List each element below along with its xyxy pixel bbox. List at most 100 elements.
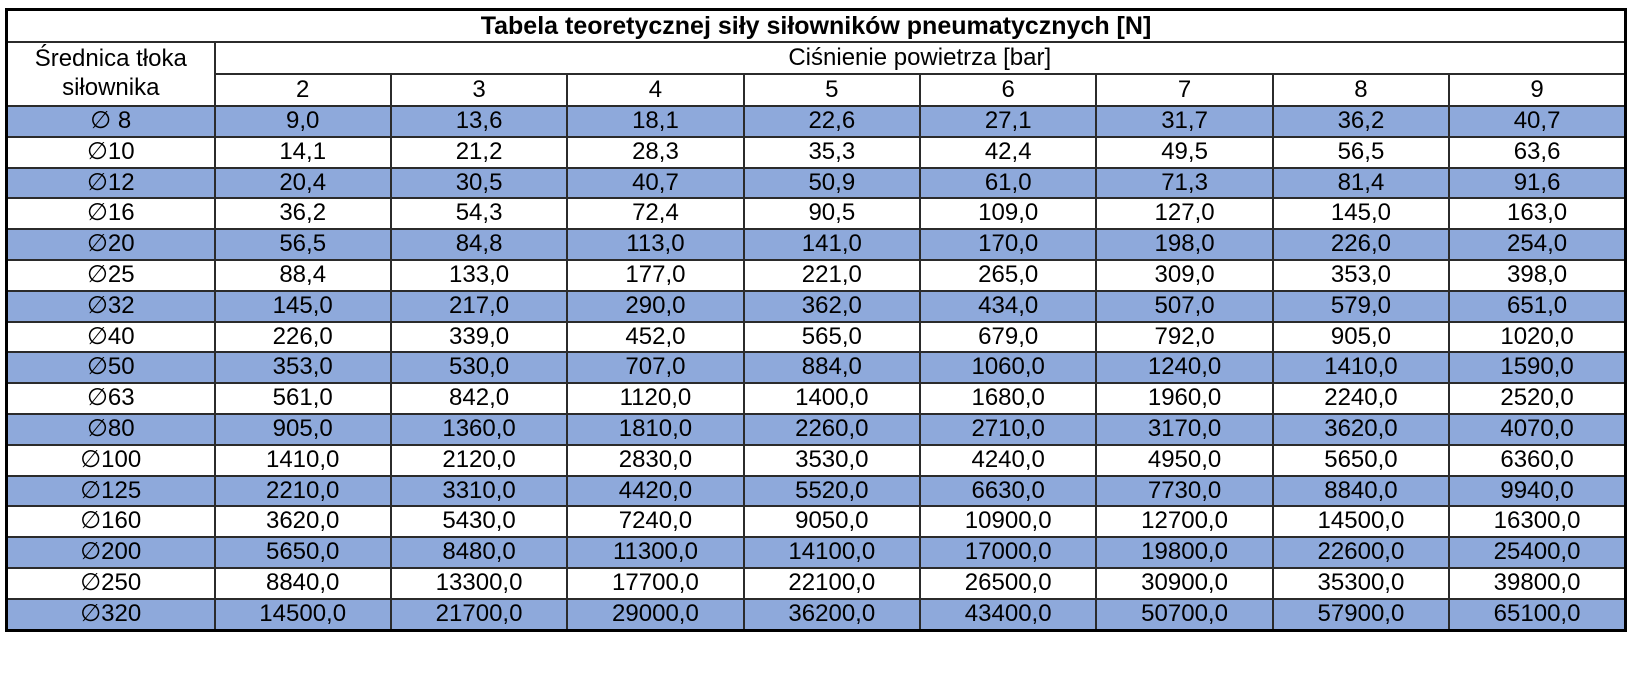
table-row: ∅12 20,4 30,5 40,7 50,9 61,0 71,3 81,4 91,6 (5, 166, 1627, 200)
force-value-cell: 145,0 (213, 289, 392, 323)
force-value-cell: 707,0 (566, 351, 745, 385)
force-value-cell: 2210,0 (213, 474, 392, 508)
force-value-cell: 9,0 (213, 105, 392, 138)
force-value-cell: 28,3 (566, 135, 745, 169)
table-row: ∅160 3620,0 5430,0 7240,0 9050,0 10900,0 12700… (5, 505, 1627, 539)
force-value-cell: 35,3 (742, 135, 922, 169)
pressure-header-cell: 4 (566, 73, 745, 107)
diameter-cell: ∅12 (5, 166, 216, 200)
force-value-cell: 30,5 (389, 166, 569, 200)
force-value-cell: 22600,0 (1271, 536, 1451, 569)
force-value-cell: 65100,0 (1448, 597, 1627, 632)
table-row: ∅125 2210,0 3310,0 4420,0 5520,0 6630,0 7730,0… (5, 474, 1627, 508)
force-value-cell: 434,0 (918, 289, 1098, 323)
force-value-cell: 1020,0 (1448, 320, 1627, 354)
force-value-cell: 40,7 (1448, 105, 1627, 138)
table-row: ∅63 561,0 842,0 1120,0 1400,0 1680,0 1960,0 224… (5, 382, 1627, 415)
diameter-cell: ∅32 (5, 289, 216, 323)
diameter-cell: ∅200 (5, 536, 216, 569)
force-value-cell: 339,0 (389, 320, 569, 354)
force-value-cell: 2710,0 (918, 412, 1098, 446)
diameter-cell: ∅20 (5, 228, 216, 261)
force-value-cell: 145,0 (1271, 197, 1451, 231)
force-value-cell: 3170,0 (1095, 412, 1274, 446)
pressure-header-cell: 7 (1095, 73, 1274, 107)
force-value-cell: 16300,0 (1448, 505, 1627, 539)
force-value-cell: 14500,0 (1271, 505, 1451, 539)
force-value-cell: 14100,0 (742, 536, 922, 569)
force-value-cell: 71,3 (1095, 166, 1274, 200)
table-body: ∅ 8 9,0 13,6 18,1 22,6 27,1 31,7 36,2 40,7 ∅10 14,… (5, 105, 1627, 632)
force-value-cell: 42,4 (918, 135, 1098, 169)
force-value-cell: 109,0 (918, 197, 1098, 231)
force-value-cell: 21,2 (389, 135, 569, 169)
force-value-cell: 226,0 (213, 320, 392, 354)
force-value-cell: 884,0 (742, 351, 922, 385)
table-title: Tabela teoretycznej siły siłowników pneu… (5, 8, 1627, 43)
diameter-cell: ∅25 (5, 258, 216, 292)
force-value-cell: 1060,0 (918, 351, 1098, 385)
force-value-cell: 507,0 (1095, 289, 1274, 323)
table-row: ∅100 1410,0 2120,0 2830,0 3530,0 4240,0 4950,0… (5, 443, 1627, 477)
force-value-cell: 50700,0 (1095, 597, 1274, 632)
force-value-cell: 561,0 (213, 382, 392, 415)
force-value-cell: 25400,0 (1448, 536, 1627, 569)
force-value-cell: 792,0 (1095, 320, 1274, 354)
force-value-cell: 22,6 (742, 105, 922, 138)
force-value-cell: 5650,0 (1271, 443, 1451, 477)
row-header-label: Średnica tłoka siłownika (5, 41, 216, 107)
force-value-cell: 9050,0 (742, 505, 922, 539)
pressure-header-cell: 2 (213, 73, 392, 107)
force-value-cell: 265,0 (918, 258, 1098, 292)
force-value-cell: 20,4 (213, 166, 392, 200)
table-row: ∅50 353,0 530,0 707,0 884,0 1060,0 1240,0 1410,… (5, 351, 1627, 385)
force-value-cell: 905,0 (1271, 320, 1451, 354)
force-value-cell: 3530,0 (742, 443, 922, 477)
force-value-cell: 8480,0 (389, 536, 569, 569)
force-value-cell: 88,4 (213, 258, 392, 292)
force-value-cell: 90,5 (742, 197, 922, 231)
diameter-cell: ∅80 (5, 412, 216, 446)
table-row: ∅250 8840,0 13300,0 17700,0 22100,0 26500,0 30… (5, 566, 1627, 600)
force-value-cell: 13300,0 (389, 566, 569, 600)
force-value-cell: 6630,0 (918, 474, 1098, 508)
force-value-cell: 56,5 (213, 228, 392, 261)
diameter-cell: ∅250 (5, 566, 216, 600)
force-value-cell: 39800,0 (1448, 566, 1627, 600)
force-value-cell: 26500,0 (918, 566, 1098, 600)
force-value-cell: 6360,0 (1448, 443, 1627, 477)
force-value-cell: 40,7 (566, 166, 745, 200)
force-value-cell: 4420,0 (566, 474, 745, 508)
table-row: ∅20 56,5 84,8 113,0 141,0 170,0 198,0 226,0 254,… (5, 228, 1627, 261)
force-value-cell: 50,9 (742, 166, 922, 200)
force-value-cell: 113,0 (566, 228, 745, 261)
force-value-cell: 8840,0 (1271, 474, 1451, 508)
force-value-cell: 309,0 (1095, 258, 1274, 292)
pressure-header-cell: 6 (918, 73, 1098, 107)
force-value-cell: 91,6 (1448, 166, 1627, 200)
force-value-cell: 57900,0 (1271, 597, 1451, 632)
force-value-cell: 141,0 (742, 228, 922, 261)
force-value-cell: 221,0 (742, 258, 922, 292)
force-value-cell: 565,0 (742, 320, 922, 354)
force-value-cell: 4070,0 (1448, 412, 1627, 446)
force-value-cell: 63,6 (1448, 135, 1627, 169)
force-value-cell: 19800,0 (1095, 536, 1274, 569)
force-value-cell: 177,0 (566, 258, 745, 292)
force-value-cell: 133,0 (389, 258, 569, 292)
force-value-cell: 1400,0 (742, 382, 922, 415)
force-value-cell: 36,2 (213, 197, 392, 231)
pneumatic-force-table: Tabela teoretycznej siły siłowników pneu… (5, 8, 1627, 632)
title-row: Tabela teoretycznej siły siłowników pneu… (5, 8, 1627, 43)
force-value-cell: 12700,0 (1095, 505, 1274, 539)
force-value-cell: 2120,0 (389, 443, 569, 477)
force-value-cell: 30900,0 (1095, 566, 1274, 600)
pressure-header-cell: 8 (1271, 73, 1451, 107)
pressure-header-cell: 5 (742, 73, 922, 107)
diameter-cell: ∅10 (5, 135, 216, 169)
force-value-cell: 7240,0 (566, 505, 745, 539)
diameter-cell: ∅40 (5, 320, 216, 354)
table-header: Tabela teoretycznej siły siłowników pneu… (5, 8, 1627, 107)
force-value-cell: 11300,0 (566, 536, 745, 569)
force-value-cell: 18,1 (566, 105, 745, 138)
